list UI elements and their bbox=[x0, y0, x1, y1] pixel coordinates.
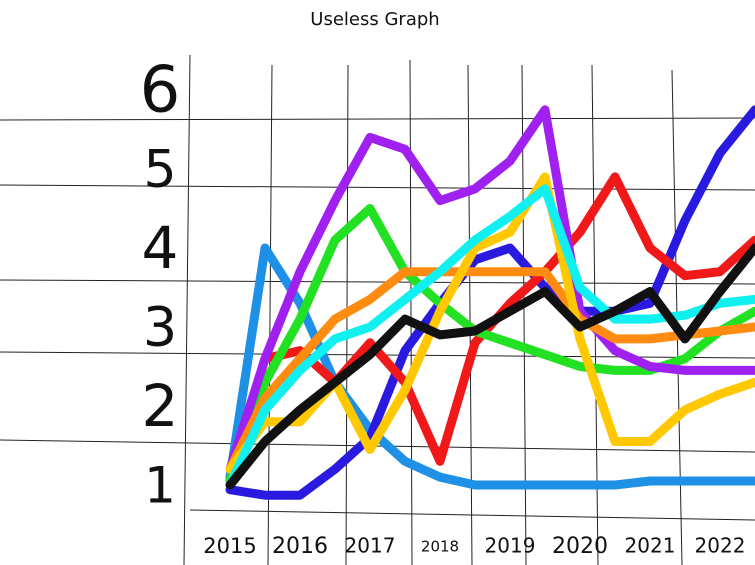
grid bbox=[0, 54, 755, 565]
cell-border bbox=[267, 64, 273, 565]
x-tick-label: 2018 bbox=[421, 538, 459, 556]
y-tick-label: 5 bbox=[143, 140, 176, 200]
cell-border bbox=[0, 184, 755, 191]
cell-border bbox=[0, 117, 755, 121]
series-line bbox=[225, 105, 755, 474]
x-tick-label: 2019 bbox=[485, 534, 536, 558]
x-tick-label: 2021 bbox=[625, 534, 676, 558]
y-tick-label: 3 bbox=[143, 296, 177, 359]
series-line bbox=[225, 243, 755, 490]
x-tick-label: 2022 bbox=[695, 534, 746, 558]
x-tick-label: 2020 bbox=[552, 534, 608, 559]
y-tick-label: 1 bbox=[144, 456, 176, 514]
x-tick-label: 2015 bbox=[203, 534, 256, 558]
series-line bbox=[225, 267, 755, 474]
x-tick-label: 2017 bbox=[345, 534, 396, 558]
series-line bbox=[225, 172, 755, 474]
cell-border bbox=[0, 279, 755, 285]
cell-border bbox=[409, 59, 413, 565]
chart-title: Useless Graph bbox=[310, 9, 439, 30]
y-tick-label: 2 bbox=[142, 372, 179, 440]
y-tick-label: 6 bbox=[140, 54, 181, 128]
cell-border bbox=[467, 64, 473, 565]
cell-border bbox=[183, 54, 191, 565]
cell-border bbox=[0, 439, 755, 453]
x-tick-label: 2016 bbox=[272, 534, 328, 559]
y-tick-label: 4 bbox=[142, 214, 179, 282]
cell-border bbox=[189, 509, 755, 521]
